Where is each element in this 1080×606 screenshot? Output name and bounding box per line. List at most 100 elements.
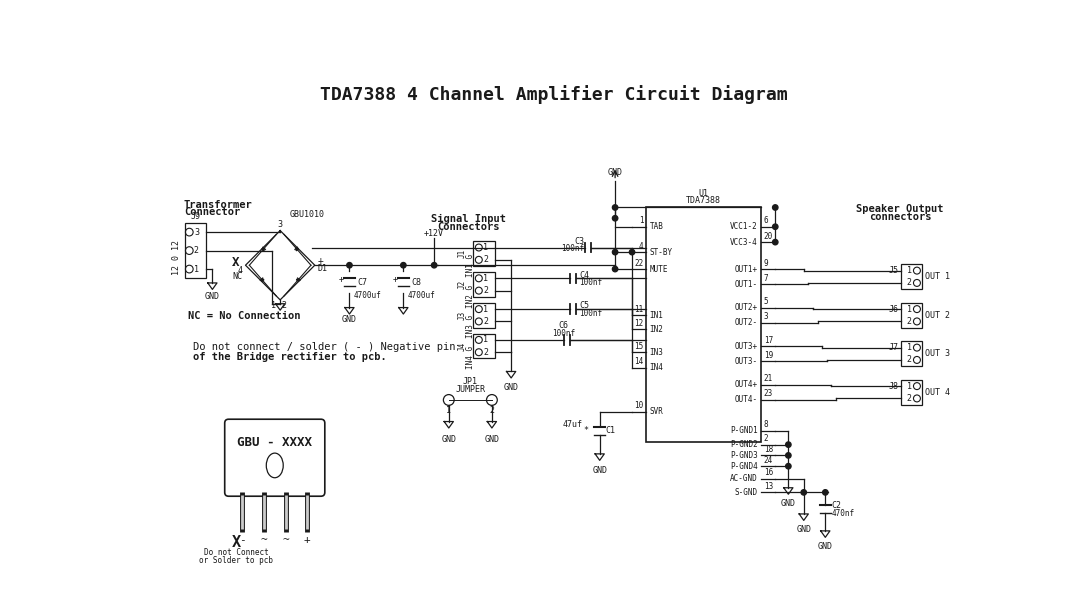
Text: IN3 G: IN3 G xyxy=(465,315,475,338)
Text: OUT 4: OUT 4 xyxy=(926,388,950,397)
Text: GND: GND xyxy=(796,525,811,534)
Text: IN1: IN1 xyxy=(650,311,663,320)
Text: OUT4-: OUT4- xyxy=(734,396,757,404)
Text: 13: 13 xyxy=(764,482,773,491)
Circle shape xyxy=(431,262,436,268)
Text: 17: 17 xyxy=(764,336,773,345)
Circle shape xyxy=(612,216,618,221)
Text: 22: 22 xyxy=(634,259,644,267)
Text: Connector: Connector xyxy=(184,207,240,218)
Bar xyxy=(901,380,922,405)
Text: +: + xyxy=(318,256,323,267)
Text: 1: 1 xyxy=(484,274,488,283)
Text: VCC3-4: VCC3-4 xyxy=(730,238,757,247)
Text: 1: 1 xyxy=(484,335,488,344)
Text: C1: C1 xyxy=(606,426,616,435)
Text: GND: GND xyxy=(608,168,622,177)
Text: J6: J6 xyxy=(889,305,899,314)
Text: 2: 2 xyxy=(484,348,488,357)
Text: Do not Connect: Do not Connect xyxy=(204,548,269,557)
Text: 4700uf: 4700uf xyxy=(353,291,381,299)
Text: VCC1-2: VCC1-2 xyxy=(730,222,757,231)
Text: 16: 16 xyxy=(764,468,773,477)
Text: IN4: IN4 xyxy=(650,363,663,372)
Text: S-GND: S-GND xyxy=(734,488,757,497)
Text: P-GND1: P-GND1 xyxy=(730,426,757,435)
Circle shape xyxy=(401,262,406,268)
Text: 2: 2 xyxy=(906,278,912,287)
Text: GBU1010: GBU1010 xyxy=(289,210,325,219)
Text: OUT3-: OUT3- xyxy=(734,357,757,366)
Text: 1: 1 xyxy=(446,406,451,415)
Text: of the Bridge rectifier to pcb.: of the Bridge rectifier to pcb. xyxy=(193,352,387,362)
Text: AC-GND: AC-GND xyxy=(730,474,757,483)
Bar xyxy=(473,241,495,266)
Circle shape xyxy=(801,490,807,495)
Circle shape xyxy=(630,250,635,255)
Text: 15: 15 xyxy=(634,342,644,351)
Text: GND: GND xyxy=(781,499,796,508)
Bar xyxy=(901,341,922,366)
Text: GND: GND xyxy=(818,542,833,551)
Circle shape xyxy=(785,442,791,447)
Text: 2: 2 xyxy=(764,434,768,443)
Text: OUT 1: OUT 1 xyxy=(926,272,950,281)
Text: 2: 2 xyxy=(484,255,488,264)
Circle shape xyxy=(785,453,791,458)
Bar xyxy=(901,303,922,328)
Text: 1: 1 xyxy=(484,243,488,252)
Text: 1: 1 xyxy=(906,343,912,352)
Bar xyxy=(473,303,495,328)
Text: J1: J1 xyxy=(458,249,468,258)
Bar xyxy=(185,223,206,278)
Bar xyxy=(901,264,922,289)
Circle shape xyxy=(347,262,352,268)
Text: 100nf: 100nf xyxy=(579,278,602,287)
Text: 100nf: 100nf xyxy=(562,244,584,253)
Text: IN1 G: IN1 G xyxy=(465,254,475,277)
Text: 4700uf: 4700uf xyxy=(407,291,435,299)
Text: OUT 3: OUT 3 xyxy=(926,349,950,358)
Text: 1: 1 xyxy=(906,382,912,391)
Text: JP1: JP1 xyxy=(463,377,477,386)
Text: OUT3+: OUT3+ xyxy=(734,342,757,350)
Text: 7: 7 xyxy=(764,274,768,283)
Circle shape xyxy=(772,224,778,230)
Polygon shape xyxy=(261,248,265,251)
Text: OUT1+: OUT1+ xyxy=(734,265,757,273)
Text: ST-BY: ST-BY xyxy=(650,248,673,256)
Text: 12: 12 xyxy=(634,319,644,328)
Text: NC = No Connection: NC = No Connection xyxy=(188,311,300,321)
Text: 1: 1 xyxy=(639,216,644,225)
Text: 1: 1 xyxy=(484,305,488,314)
Text: J9: J9 xyxy=(190,211,201,221)
Text: J5: J5 xyxy=(889,266,899,275)
Text: GND: GND xyxy=(485,435,499,444)
Circle shape xyxy=(612,205,618,210)
Text: J3: J3 xyxy=(458,311,468,320)
Text: 100nf: 100nf xyxy=(579,309,602,318)
Text: +12V: +12V xyxy=(424,229,444,238)
Text: 470nf: 470nf xyxy=(832,508,854,518)
Text: IN4 G: IN4 G xyxy=(465,346,475,369)
Text: C7: C7 xyxy=(357,278,367,287)
Text: NC: NC xyxy=(232,272,242,281)
Text: -: - xyxy=(231,260,242,270)
Text: 24: 24 xyxy=(764,456,773,465)
Text: 1: 1 xyxy=(271,301,276,310)
Text: Do not connect / solder ( - ) Negative pin: Do not connect / solder ( - ) Negative p… xyxy=(193,342,456,352)
Polygon shape xyxy=(296,248,299,251)
Circle shape xyxy=(772,205,778,210)
Text: JUMPER: JUMPER xyxy=(456,385,485,395)
Text: TDA7388: TDA7388 xyxy=(686,196,721,205)
Text: *: * xyxy=(583,425,589,435)
Text: OUT4+: OUT4+ xyxy=(734,380,757,389)
Text: MUTE: MUTE xyxy=(650,265,669,273)
Text: 2: 2 xyxy=(282,301,286,310)
Text: P-GND2: P-GND2 xyxy=(730,440,757,449)
Polygon shape xyxy=(261,279,264,282)
Text: 1: 1 xyxy=(194,265,199,273)
Text: 2: 2 xyxy=(906,356,912,364)
Text: GND: GND xyxy=(503,383,518,392)
Text: Speaker Output: Speaker Output xyxy=(856,204,944,214)
